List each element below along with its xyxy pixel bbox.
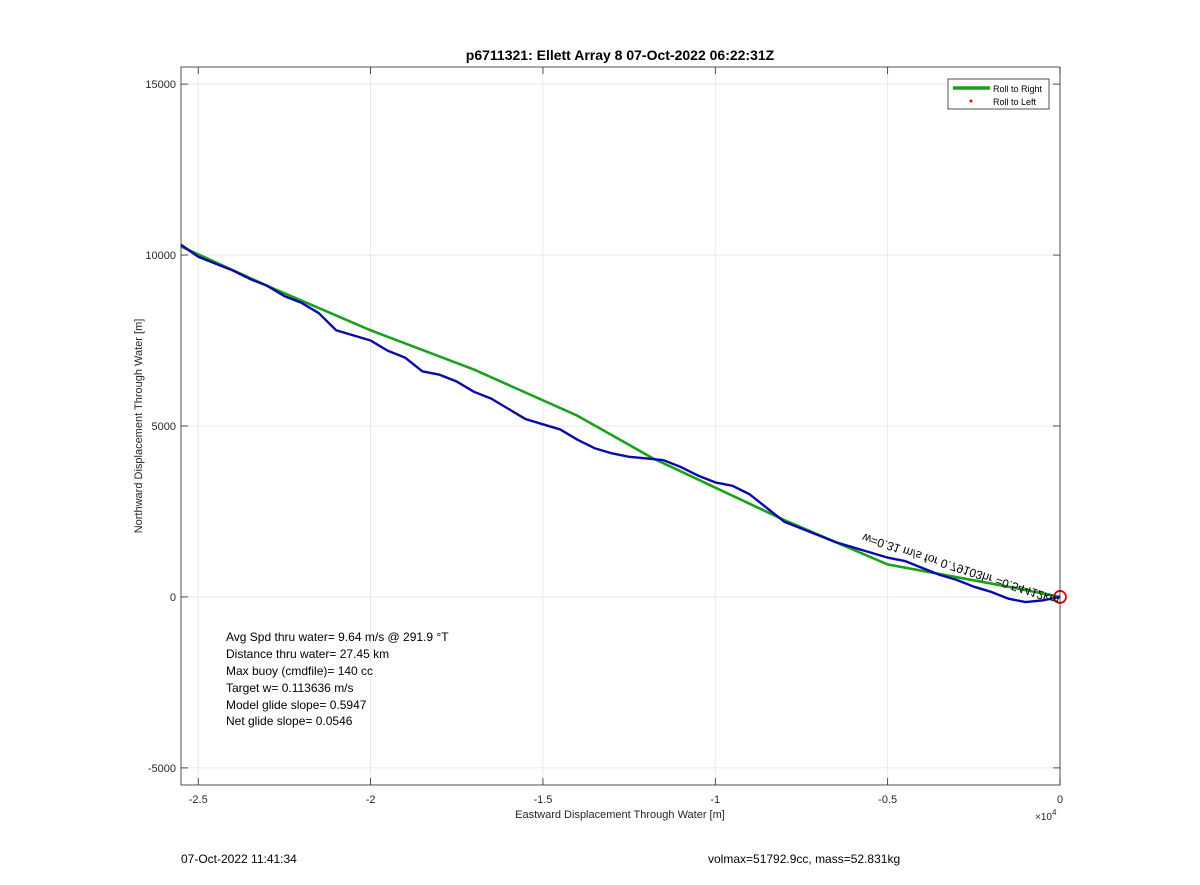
- series-track-through-water: [180, 243, 1061, 604]
- legend-label-roll-left: Roll to Left: [993, 97, 1037, 107]
- stat-avg-speed: Avg Spd thru water= 9.64 m/s @ 291.9 °T: [226, 630, 449, 644]
- x-exponent-label: ×104: [1035, 808, 1057, 823]
- x-tick-label: -1: [710, 794, 720, 806]
- y-tick-label: 15000: [145, 79, 176, 91]
- x-tick-label: -2.5: [189, 794, 208, 806]
- y-axis-label: Northward Displacement Through Water [m]: [133, 319, 145, 534]
- stat-distance: Distance thru water= 27.45 km: [226, 647, 389, 661]
- stat-model-glide: Model glide slope= 0.5947: [226, 698, 367, 712]
- footer-timestamp: 07-Oct-2022 11:41:34: [181, 852, 297, 866]
- y-tick-label: 0: [170, 592, 176, 604]
- ticks: [181, 67, 1061, 785]
- series-roll-to-right: [180, 245, 1061, 599]
- stat-max-buoy: Max buoy (cmdfile)= 140 cc: [226, 664, 373, 678]
- footer-info: volmax=51792.9cc, mass=52.831kg: [708, 852, 901, 866]
- stats-box: Avg Spd thru water= 9.64 m/s @ 291.9 °T …: [226, 630, 449, 728]
- legend: Roll to Right Roll to Left: [947, 78, 1050, 110]
- tick-labels: -2.5 -2 -1.5 -1 -0.5 0 -5000 0 5000 10000 15000: [145, 79, 1063, 806]
- x-axis-label: Eastward Displacement Through Water [m]: [515, 809, 725, 821]
- grid: [181, 67, 1061, 785]
- chart-title: p6711321: Ellett Array 8 07-Oct-2022 06:…: [466, 47, 775, 63]
- stat-target-w: Target w= 0.113636 m/s: [226, 681, 354, 695]
- x-tick-label: -0.5: [878, 794, 897, 806]
- legend-box: [947, 78, 1050, 110]
- x-tick-label: -1.5: [533, 794, 552, 806]
- y-tick-label: 10000: [145, 250, 176, 262]
- x-tick-label: -2: [366, 794, 376, 806]
- y-tick-label: 5000: [152, 421, 176, 433]
- legend-label-roll-right: Roll to Right: [993, 84, 1043, 94]
- legend-swatch-roll-left: [969, 99, 973, 103]
- x-tick-label: 0: [1057, 794, 1063, 806]
- stat-net-glide: Net glide slope= 0.0546: [226, 714, 353, 728]
- y-tick-label: -5000: [148, 763, 176, 775]
